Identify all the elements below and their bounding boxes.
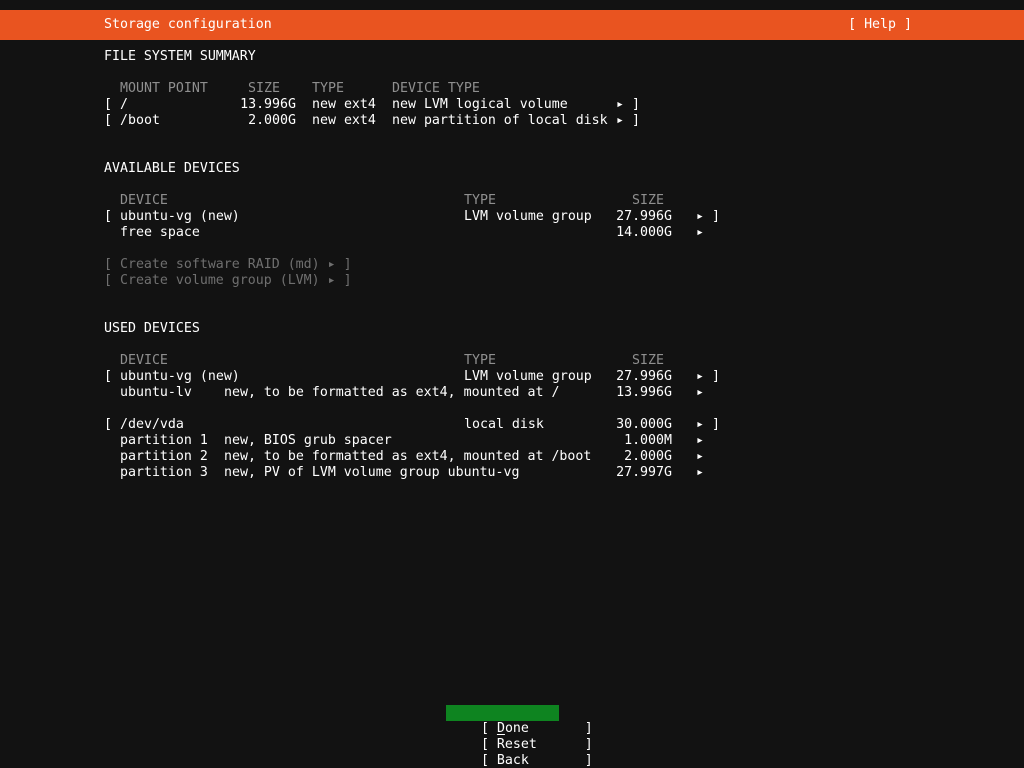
- create-volume-group-button: [ Create volume group (LVM) ▸ ]: [104, 273, 352, 288]
- size-value: 14.000G: [616, 225, 672, 240]
- done-label-suffix: one ]: [504, 721, 593, 736]
- bracket-close: ]: [712, 417, 720, 432]
- used-row-partition-1[interactable]: partition 1 new, BIOS grub spacer 1.000M…: [104, 433, 1024, 449]
- bracket-open: [: [104, 417, 112, 432]
- size-value: 2.000G: [624, 449, 672, 464]
- menu-arrow-icon: ▸: [696, 465, 704, 480]
- size-value: 27.996G: [616, 209, 672, 224]
- column-header-size: SIZE: [632, 353, 664, 368]
- device-value: ubuntu-lv: [120, 385, 192, 400]
- bracket-open: [: [104, 97, 112, 112]
- help-button[interactable]: [ Help ]: [848, 17, 912, 32]
- column-header-type: TYPE: [464, 353, 496, 368]
- column-header-device: DEVICE: [120, 353, 168, 368]
- size-value: 27.996G: [616, 369, 672, 384]
- menu-arrow-icon: ▸: [696, 209, 704, 224]
- used-row-ubuntu-vg[interactable]: [ ubuntu-vg (new) LVM volume group 27.99…: [104, 369, 1024, 385]
- type-value: new ext4: [312, 97, 376, 112]
- column-header-mount-point: MOUNT POINT: [120, 81, 208, 96]
- used-header-row: DEVICE TYPE SIZE: [104, 353, 1024, 369]
- size-value: 13.996G: [616, 385, 672, 400]
- bracket-close: ]: [712, 369, 720, 384]
- column-header-type: TYPE: [464, 193, 496, 208]
- bracket-open: [: [104, 209, 112, 224]
- size-value: 1.000M: [624, 433, 672, 448]
- size-value: 27.997G: [616, 465, 672, 480]
- menu-arrow-icon: ▸: [616, 97, 624, 112]
- available-devices-title: AVAILABLE DEVICES: [104, 161, 240, 176]
- page-title: Storage configuration: [104, 17, 272, 32]
- done-button[interactable]: [ Done ]: [446, 705, 593, 736]
- device-type-value: new LVM logical volume: [392, 97, 568, 112]
- size-value: 2.000G: [248, 113, 296, 128]
- menu-arrow-icon: ▸: [696, 369, 704, 384]
- device-value: partition 2: [120, 449, 208, 464]
- annotation-value: new, BIOS grub spacer: [224, 433, 392, 448]
- type-value: LVM volume group: [464, 209, 592, 224]
- size-value: 30.000G: [616, 417, 672, 432]
- available-row-ubuntu-vg[interactable]: [ ubuntu-vg (new) LVM volume group 27.99…: [104, 209, 1024, 225]
- fs-row-root[interactable]: [ / 13.996G new ext4 new LVM logical vol…: [104, 97, 1024, 113]
- menu-arrow-icon: ▸: [696, 449, 704, 464]
- device-value: /dev/vda: [120, 417, 184, 432]
- reset-button[interactable]: [ Reset ]: [480, 737, 593, 752]
- menu-arrow-icon: ▸: [696, 385, 704, 400]
- annotation-value: new, PV of LVM volume group ubuntu-vg: [224, 465, 520, 480]
- type-value: LVM volume group: [464, 369, 592, 384]
- mount-point-value: /boot: [120, 113, 160, 128]
- available-row-free-space[interactable]: free space 14.000G ▸: [104, 225, 1024, 241]
- column-header-device: DEVICE: [120, 193, 168, 208]
- create-software-raid-button: [ Create software RAID (md) ▸ ]: [104, 257, 352, 272]
- menu-arrow-icon: ▸: [696, 417, 704, 432]
- bracket-open: [: [104, 113, 112, 128]
- size-value: 13.996G: [240, 97, 296, 112]
- device-value: ubuntu-vg (new): [120, 369, 240, 384]
- menu-arrow-icon: ▸: [696, 225, 704, 240]
- device-value: ubuntu-vg (new): [120, 209, 240, 224]
- device-value: partition 3: [120, 465, 208, 480]
- done-label-prefix: [: [480, 721, 497, 736]
- device-value: partition 1: [120, 433, 208, 448]
- menu-arrow-icon: ▸: [696, 433, 704, 448]
- fs-summary-header-row: MOUNT POINT SIZE TYPE DEVICE TYPE: [104, 81, 1024, 97]
- done-hotkey: D: [496, 721, 505, 736]
- annotation-value: new, to be formatted as ext4, mounted at…: [224, 385, 560, 400]
- device-type-value: new partition of local disk: [392, 113, 608, 128]
- annotation-value: new, to be formatted as ext4, mounted at…: [224, 449, 592, 464]
- column-header-device-type: DEVICE TYPE: [392, 81, 480, 96]
- bracket-close: ]: [712, 209, 720, 224]
- bracket-close: ]: [632, 97, 640, 112]
- used-row-ubuntu-lv[interactable]: ubuntu-lv new, to be formatted as ext4, …: [104, 385, 1024, 401]
- mount-point-value: /: [120, 97, 128, 112]
- column-header-type: TYPE: [312, 81, 344, 96]
- type-value: local disk: [464, 417, 544, 432]
- fs-row-boot[interactable]: [ /boot 2.000G new ext4 new partition of…: [104, 113, 1024, 129]
- column-header-size: SIZE: [632, 193, 664, 208]
- type-value: new ext4: [312, 113, 376, 128]
- used-devices-title: USED DEVICES: [104, 321, 200, 336]
- bracket-open: [: [104, 369, 112, 384]
- available-header-row: DEVICE TYPE SIZE: [104, 193, 1024, 209]
- column-header-size: SIZE: [248, 81, 280, 96]
- bracket-close: ]: [632, 113, 640, 128]
- menu-arrow-icon: ▸: [616, 113, 624, 128]
- used-row-partition-2[interactable]: partition 2 new, to be formatted as ext4…: [104, 449, 1024, 465]
- title-bar: Storage configuration [ Help ]: [0, 10, 1024, 40]
- fs-summary-title: FILE SYSTEM SUMMARY: [104, 49, 256, 64]
- device-value: free space: [120, 225, 200, 240]
- used-row-partition-3[interactable]: partition 3 new, PV of LVM volume group …: [104, 465, 1024, 481]
- storage-content: FILE SYSTEM SUMMARY MOUNT POINT SIZE TYP…: [104, 0, 1024, 768]
- back-button[interactable]: [ Back ]: [480, 753, 593, 768]
- used-row-dev-vda[interactable]: [ /dev/vda local disk 30.000G ▸ ]: [104, 417, 1024, 433]
